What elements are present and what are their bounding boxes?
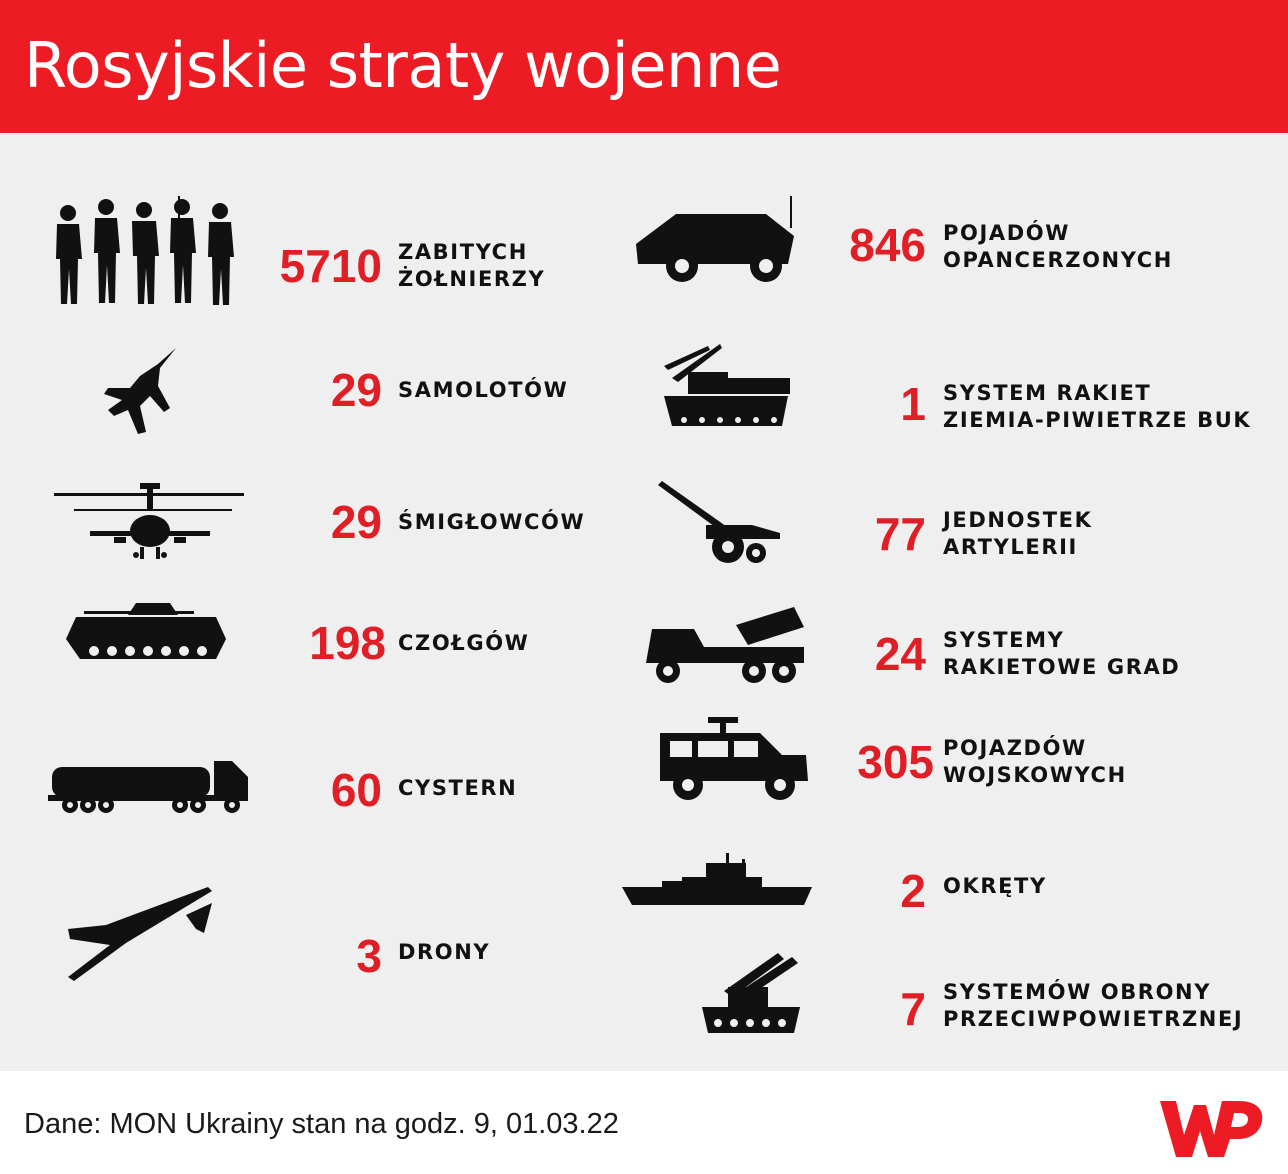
stat-label-warships: OKRĘTY [943, 874, 1047, 898]
stat-label-aircraft: SAMOLOTÓW [398, 378, 569, 402]
helicopter-icon [54, 479, 246, 561]
stat-label-soldiers: ZABITYCH ŻOŁNIERZY [398, 240, 546, 291]
grad-rocket-launcher-icon [644, 605, 810, 685]
stat-number-soldiers: 5710 [279, 240, 382, 292]
stat-number-grad: 24 [874, 628, 926, 680]
header-banner: Rosyjskie straty wojenne [0, 0, 1288, 133]
drone-icon [66, 885, 216, 983]
stat-number-tankers: 60 [330, 764, 382, 816]
stat-number-warships: 2 [900, 865, 926, 917]
tanker-truck-icon [48, 759, 250, 815]
stat-label-military-vehicles: POJAZDÓW WOJSKOWYCH [943, 736, 1127, 787]
data-source-note: Dane: MON Ukrainy stan na godz. 9, 01.03… [24, 1108, 619, 1140]
wp-logo [1156, 1091, 1264, 1163]
stat-number-drones: 3 [356, 930, 382, 982]
stat-number-artillery: 77 [874, 508, 926, 560]
anti-aircraft-system-icon [698, 951, 804, 1035]
stat-number-military-vehicles: 305 [857, 736, 934, 788]
armored-vehicle-icon [636, 196, 798, 288]
stat-label-tanks: CZOŁGÓW [398, 631, 530, 655]
stat-label-artillery: JEDNOSTEK ARTYLERII [943, 508, 1093, 559]
fighter-jet-icon [100, 346, 182, 436]
stat-number-aircraft: 29 [330, 364, 382, 416]
infographic-body: 5710 ZABITYCH ŻOŁNIERZY 29 SAMOLOTÓW [0, 133, 1288, 1071]
stat-number-helicopters: 29 [330, 496, 382, 548]
stat-number-air-defense: 7 [900, 983, 926, 1035]
warship-icon [622, 853, 814, 909]
stat-number-armored-vehicles: 846 [849, 219, 926, 271]
page-title: Rosyjskie straty wojenne [24, 29, 782, 102]
buk-missile-system-icon [658, 338, 792, 432]
artillery-icon [656, 479, 788, 569]
stat-number-tanks: 198 [309, 617, 386, 669]
stat-label-armored-vehicles: POJADÓW OPANCERZONYCH [943, 221, 1173, 272]
stat-label-grad: SYSTEMY RAKIETOWE GRAD [943, 628, 1181, 679]
stat-label-buk: SYSTEM RAKIET ZIEMIA-PIWIETRZE BUK [943, 381, 1252, 432]
tank-icon [66, 599, 228, 667]
stat-label-drones: DRONY [398, 940, 491, 964]
military-jeep-icon [656, 715, 810, 801]
stat-label-tankers: CYSTERN [398, 776, 518, 800]
soldiers-icon [52, 196, 242, 306]
stat-number-buk: 1 [900, 378, 926, 430]
stat-label-helicopters: ŚMIGŁOWCÓW [398, 510, 586, 534]
footer: Dane: MON Ukrainy stan na godz. 9, 01.03… [0, 1071, 1288, 1174]
stat-label-air-defense: SYSTEMÓW OBRONY PRZECIWPOWIETRZNEJ [943, 980, 1244, 1031]
